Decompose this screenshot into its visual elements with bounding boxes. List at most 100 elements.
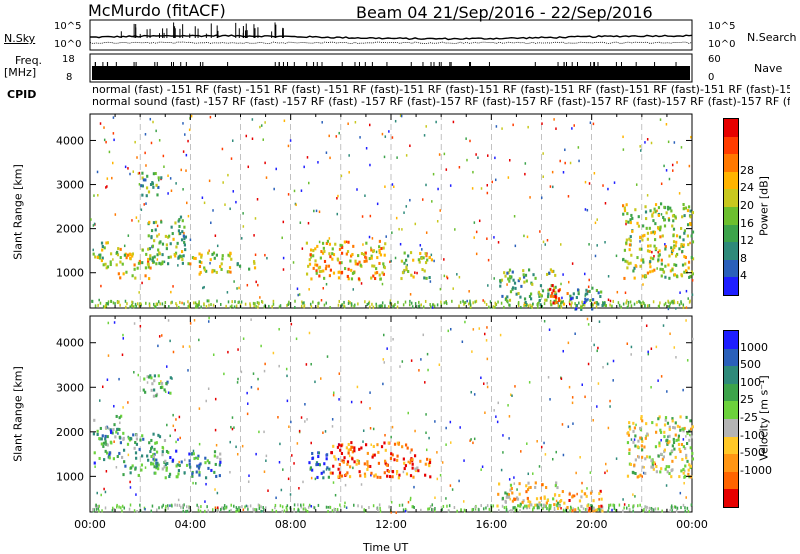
power-ground-scatter <box>464 301 467 305</box>
power-echo-point <box>680 226 683 230</box>
power-noise-point <box>656 209 658 213</box>
velocity-ground-scatter <box>95 505 98 509</box>
velocity-noise-point <box>280 488 283 492</box>
power-ground-scatter <box>263 305 266 309</box>
velocity-noise-point <box>300 416 303 419</box>
velocity-ground-scatter <box>682 503 685 507</box>
velocity-noise-point <box>543 441 545 445</box>
power-ground-scatter <box>474 300 476 304</box>
velocity-echo-point <box>387 470 390 474</box>
power-ground-scatter <box>626 299 628 303</box>
power-ground-scatter <box>524 303 526 307</box>
power-echo-point <box>524 300 527 304</box>
power-echo-point <box>689 221 692 225</box>
velocity-noise-point <box>473 393 476 396</box>
power-echo-point <box>636 221 639 225</box>
power-ground-scatter <box>583 303 586 307</box>
power-echo-point <box>657 206 661 210</box>
power-echo-point <box>147 190 151 194</box>
power-echo-point <box>639 236 642 240</box>
velocity-echo-point <box>127 436 131 440</box>
velocity-echo-point <box>199 462 202 466</box>
power-echo-point <box>370 248 373 252</box>
power-ground-scatter <box>657 305 660 309</box>
velocity-noise-point <box>334 493 337 497</box>
power-ground-scatter <box>659 301 661 305</box>
power-echo-point <box>671 214 675 218</box>
power-noise-point <box>328 134 330 138</box>
power-ground-scatter <box>458 304 460 308</box>
power-noise-point <box>486 237 488 240</box>
power-echo-point <box>400 277 403 281</box>
power-echo-point <box>340 261 343 265</box>
velocity-noise-point <box>391 425 394 429</box>
power-noise-point <box>106 177 109 180</box>
velocity-ground-scatter <box>199 509 202 513</box>
velocity-noise-point <box>496 420 499 424</box>
velocity-ground-scatter <box>448 504 451 508</box>
velocity-noise-point <box>686 359 689 362</box>
power-echo-point <box>562 302 566 306</box>
power-echo-point <box>365 256 368 260</box>
power-echo-point <box>671 224 674 228</box>
nsky-line <box>90 34 693 41</box>
power-noise-point <box>257 283 259 287</box>
velocity-echo-point <box>651 421 654 425</box>
velocity-echo-point <box>691 457 695 461</box>
velocity-noise-point <box>286 399 289 403</box>
power-ground-scatter <box>272 299 275 303</box>
velocity-ground-scatter <box>116 503 118 507</box>
power-echo-point <box>686 223 690 227</box>
velocity-noise-point <box>169 504 171 507</box>
velocity-noise-point <box>296 442 299 445</box>
velocity-echo-point <box>659 452 663 456</box>
velocity-echo-point <box>120 414 123 418</box>
velocity-ground-scatter <box>515 507 517 511</box>
power-ground-scatter <box>183 302 185 306</box>
power-noise-point <box>308 288 310 291</box>
velocity-echo-point <box>377 461 381 465</box>
power-echo-point <box>500 278 504 282</box>
velocity-echo-point <box>165 468 168 472</box>
power-colorbar-tick-label: 24 <box>740 181 754 195</box>
power-echo-point <box>147 260 150 264</box>
velocity-echo-point <box>409 474 413 478</box>
velocity-echo-point <box>383 471 386 475</box>
velocity-ground-scatter <box>420 508 422 512</box>
velocity-echo-point <box>403 461 406 465</box>
power-noise-point <box>675 307 677 310</box>
velocity-noise-point <box>285 367 288 371</box>
velocity-echo-point <box>151 382 154 386</box>
velocity-noise-point <box>543 319 546 323</box>
power-echo-point <box>183 237 186 241</box>
power-ground-scatter <box>646 304 649 308</box>
velocity-noise-point <box>279 442 281 446</box>
power-ground-scatter <box>254 302 256 306</box>
power-ground-scatter <box>636 300 638 304</box>
velocity-ground-scatter <box>274 506 276 510</box>
power-noise-point <box>458 165 461 169</box>
velocity-colorbar-cell <box>724 489 738 508</box>
velocity-echo-point <box>539 496 542 500</box>
velocity-echo-point <box>122 431 125 435</box>
velocity-noise-point <box>304 403 306 406</box>
power-noise-point <box>282 268 285 271</box>
power-noise-point <box>134 140 136 144</box>
power-noise-point <box>287 144 290 148</box>
velocity-echo-point <box>599 489 602 493</box>
power-echo-point <box>131 252 135 256</box>
power-noise-point <box>216 244 219 248</box>
velocity-echo-point <box>545 501 548 505</box>
velocity-noise-point <box>338 372 341 375</box>
velocity-echo-point <box>153 379 156 383</box>
velocity-noise-point <box>560 377 563 380</box>
power-noise-point <box>300 189 303 192</box>
power-echo-point <box>633 276 636 280</box>
power-echo-point <box>205 269 208 273</box>
velocity-ground-scatter <box>486 504 489 508</box>
velocity-ground-scatter <box>648 509 651 513</box>
velocity-noise-point <box>396 472 398 476</box>
power-noise-point <box>282 256 285 260</box>
power-echo-point <box>641 274 644 278</box>
velocity-noise-point <box>250 386 253 389</box>
